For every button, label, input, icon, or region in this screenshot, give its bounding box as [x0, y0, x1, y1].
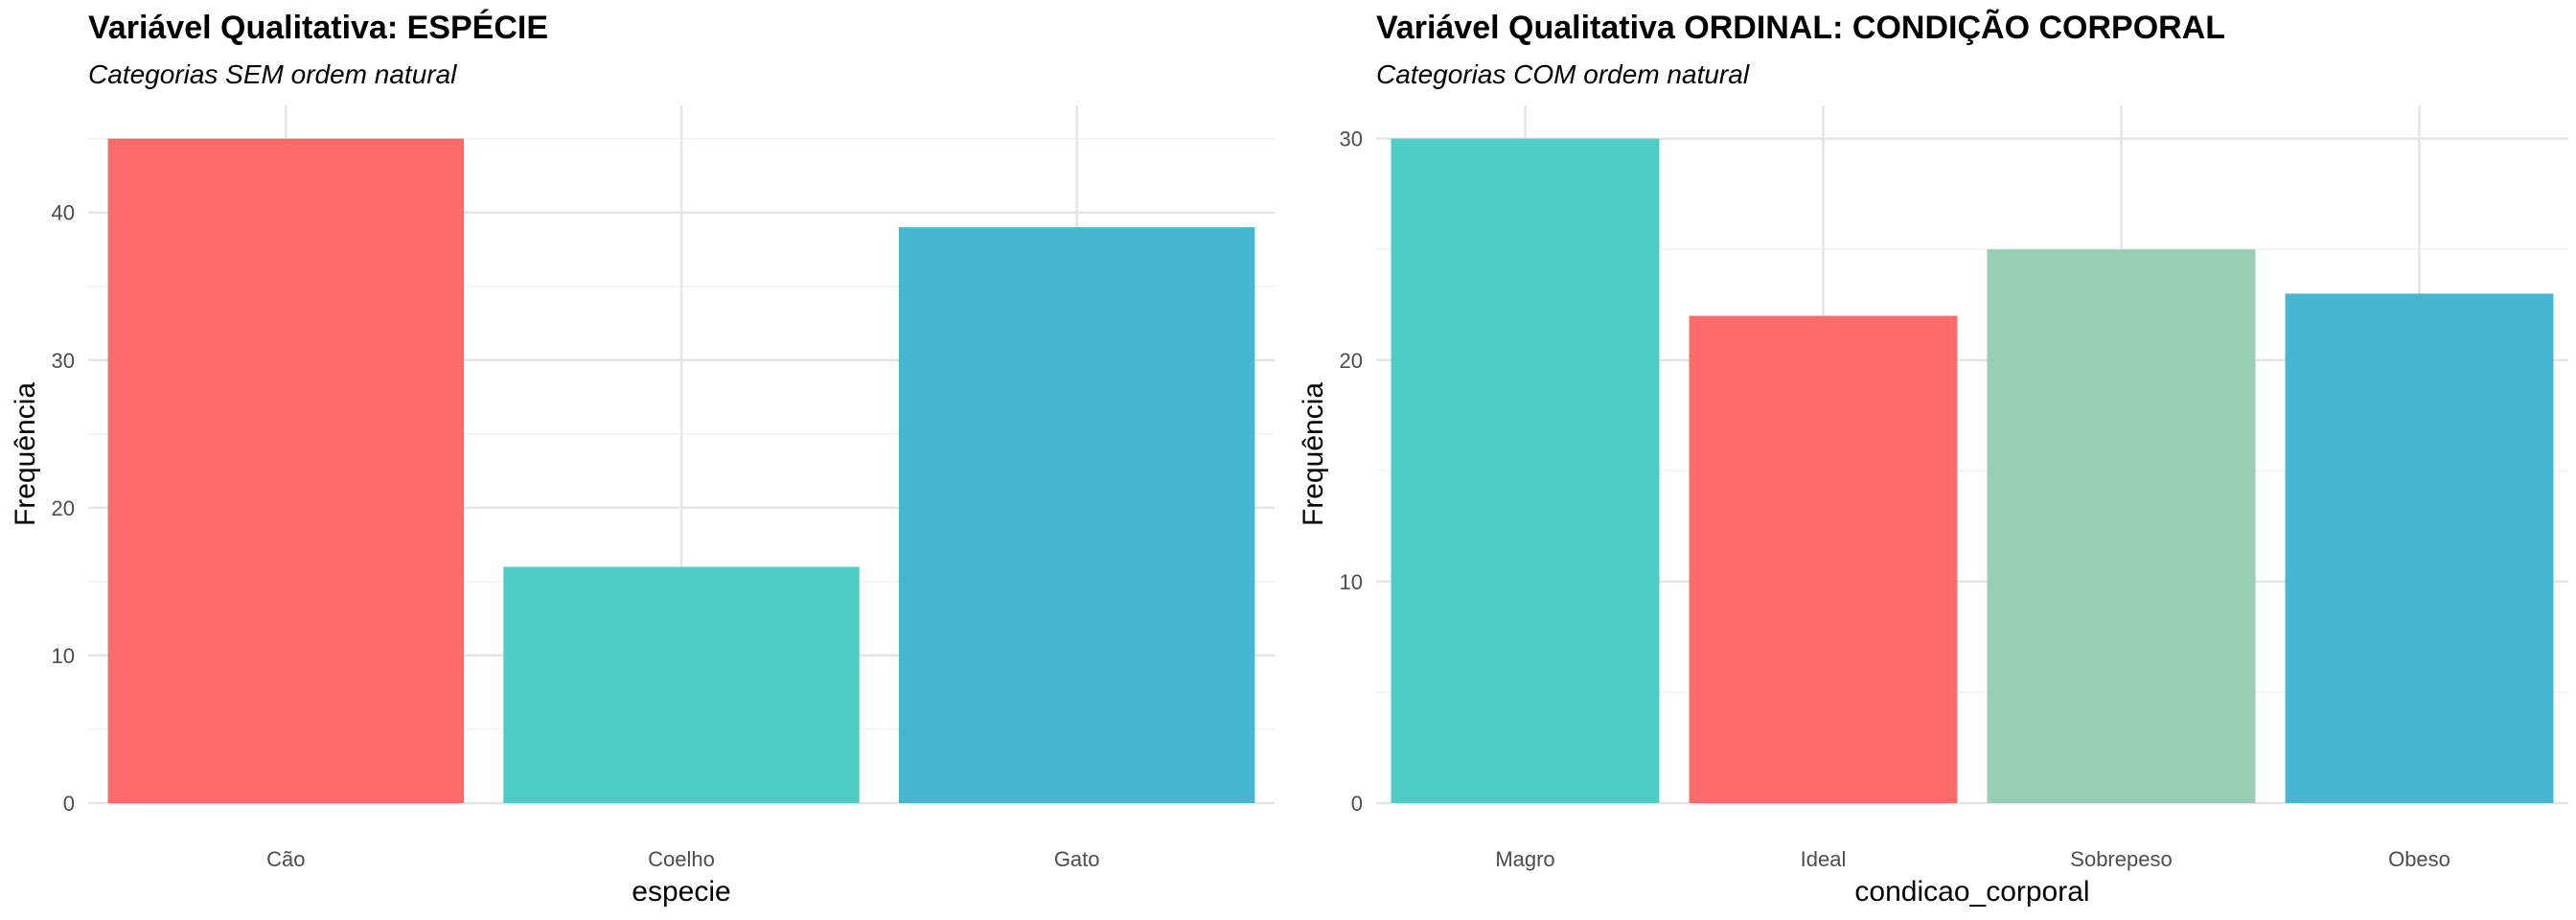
- y-tick-label: 30: [1340, 127, 1363, 151]
- x-tick-label: Coelho: [648, 847, 715, 871]
- x-tick-label: Cão: [266, 847, 305, 871]
- bar-coelho: [503, 566, 860, 803]
- y-axis-title: Frequência: [1298, 382, 1329, 526]
- x-tick-label: Magro: [1495, 847, 1554, 871]
- x-axis-title: especie: [632, 876, 730, 908]
- y-tick-label: 20: [52, 496, 75, 520]
- chart-condicao-corporal: Variável Qualitativa ORDINAL: CONDIÇÃO C…: [1298, 10, 2568, 908]
- x-tick-label: Ideal: [1801, 847, 1847, 871]
- chart-title: Variável Qualitativa: ESPÉCIE: [88, 10, 548, 46]
- y-tick-label: 10: [1340, 570, 1363, 594]
- y-tick-label: 20: [1340, 349, 1363, 373]
- bar-ideal: [1689, 315, 1958, 803]
- y-tick-label: 0: [1351, 792, 1363, 816]
- bar-gato: [898, 227, 1255, 804]
- x-tick-label: Sobrepeso: [2070, 847, 2172, 871]
- bar-cao: [107, 138, 465, 803]
- x-axis-title: condicao_corporal: [1854, 876, 2089, 908]
- bar-sobrepeso: [1987, 249, 2256, 803]
- x-tick-label: Obeso: [2388, 847, 2450, 871]
- y-tick-label: 0: [63, 792, 75, 816]
- bar-magro: [1391, 138, 1660, 803]
- bar-obeso: [2285, 293, 2554, 803]
- y-tick-label: 10: [52, 644, 75, 668]
- chart-especie: Variável Qualitativa: ESPÉCIE Categorias …: [10, 10, 1275, 908]
- y-tick-label: 40: [52, 201, 75, 225]
- chart-title: Variável Qualitativa ORDINAL: CONDIÇÃO C…: [1376, 10, 2225, 46]
- y-tick-label: 30: [52, 349, 75, 373]
- x-tick-label: Gato: [1054, 847, 1100, 871]
- chart-subtitle: Categorias COM ordem natural: [1376, 59, 1750, 89]
- chart-subtitle: Categorias SEM ordem natural: [88, 59, 457, 89]
- y-axis-title: Frequência: [10, 382, 41, 526]
